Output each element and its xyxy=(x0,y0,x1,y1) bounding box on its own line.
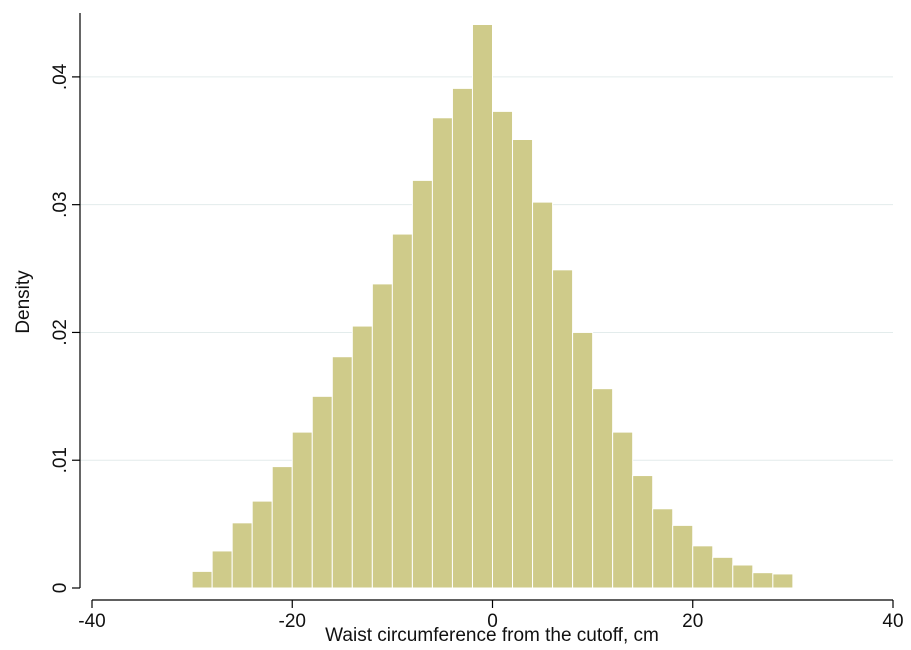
bars xyxy=(191,24,794,589)
y-tick-label: 0 xyxy=(50,583,71,594)
histogram-bar xyxy=(471,24,494,589)
histogram-bar xyxy=(371,283,393,589)
x-axis-title: Waist circumference from the cutoff, cm xyxy=(325,625,659,646)
histogram-bar xyxy=(712,556,734,589)
histogram-bar xyxy=(532,201,554,589)
histogram-bar xyxy=(692,545,714,589)
histogram-bar xyxy=(211,550,233,589)
histogram-bar xyxy=(311,395,333,589)
y-axis-title: Density xyxy=(13,270,34,334)
histogram-bar xyxy=(492,110,514,589)
histogram-bar xyxy=(451,87,473,589)
histogram-bar xyxy=(672,524,694,589)
x-tick-label: -40 xyxy=(78,611,105,632)
y-tick-label: .01 xyxy=(50,447,71,473)
y-tick-label: .04 xyxy=(50,63,71,90)
histogram-bar xyxy=(271,466,293,589)
histogram-bar xyxy=(291,431,313,589)
y-tick-label: .02 xyxy=(50,319,71,345)
histogram-bar xyxy=(632,475,654,589)
y-axis-ticks: 0 .01 .02 .03 .04 xyxy=(50,63,80,593)
histogram-bar xyxy=(732,564,754,589)
histogram-bar xyxy=(612,431,634,589)
histogram-bar xyxy=(552,269,574,589)
x-tick-label: 0 xyxy=(487,611,498,632)
histogram-bar xyxy=(431,117,453,589)
histogram-bar xyxy=(411,179,433,589)
histogram-bar xyxy=(191,570,213,589)
histogram-bar xyxy=(331,356,353,589)
histogram-bar xyxy=(772,573,794,589)
histogram-bar xyxy=(391,233,413,589)
histogram-bar xyxy=(592,388,614,589)
histogram-bar xyxy=(231,522,253,589)
x-tick-label: -20 xyxy=(279,611,306,632)
x-tick-label: 40 xyxy=(882,611,903,632)
histogram-bar xyxy=(351,325,373,589)
histogram-bar xyxy=(652,508,674,589)
x-tick-label: 20 xyxy=(682,611,703,632)
histogram-bar xyxy=(251,500,273,589)
histogram-bar xyxy=(572,331,594,589)
y-tick-label: .03 xyxy=(50,191,71,217)
x-axis-ticks: -40 -20 0 20 40 xyxy=(78,600,904,632)
histogram-bar xyxy=(752,572,774,589)
histogram-bar xyxy=(512,139,534,589)
